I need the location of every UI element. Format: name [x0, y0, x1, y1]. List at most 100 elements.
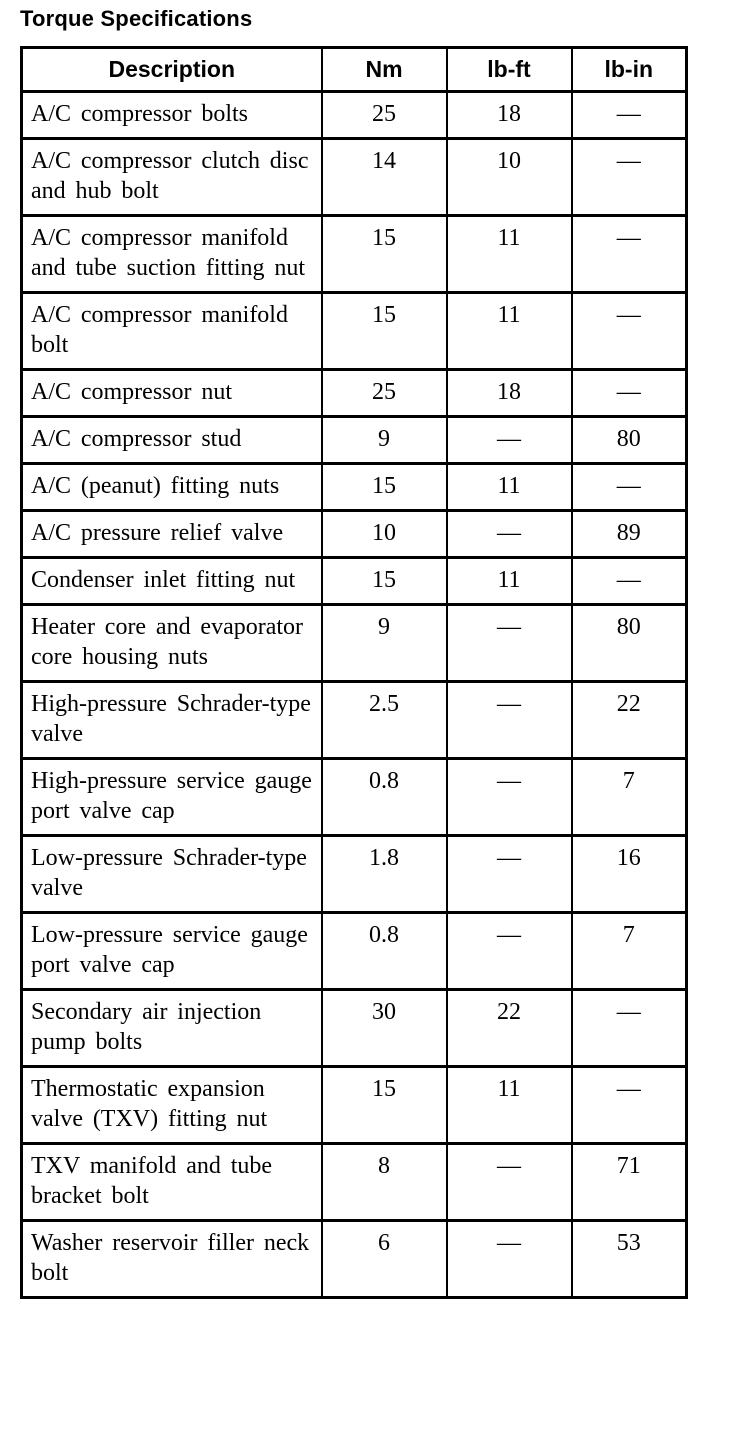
table-row: A/C compressor manifold and tube suction… [20, 214, 688, 294]
nm-cell: 15 [320, 556, 448, 606]
description-cell: TXV manifold and tube bracket bolt [20, 1142, 323, 1222]
table-row: Condenser inlet fitting nut 15 11— [20, 556, 688, 606]
nm-cell: 15 [320, 1065, 448, 1145]
lb-ft-cell: 22 [445, 988, 573, 1068]
table-row: Heater core and evaporator core housing … [20, 603, 688, 683]
lb-in-cell: — [570, 462, 688, 512]
table-row: High-pressure service gauge port valve c… [20, 757, 688, 837]
lb-ft-cell: — [445, 757, 573, 837]
lb-ft-cell: — [445, 603, 573, 683]
nm-cell: 9 [320, 603, 448, 683]
lb-in-cell: 80 [570, 415, 688, 465]
lb-in-cell: — [570, 291, 688, 371]
lb-ft-cell: — [445, 1219, 573, 1299]
lb-in-cell: 7 [570, 911, 688, 991]
table-body: A/C compressor bolts 25 18— A/C compressor … [20, 90, 688, 1299]
lb-ft-cell: 11 [445, 462, 573, 512]
lb-in-cell: — [570, 90, 688, 140]
table-row: Thermostatic expansion valve (TXV) fitti… [20, 1065, 688, 1145]
table-row: Secondary air injection pump bolts 30 22— [20, 988, 688, 1068]
header-row: Description Nm lb-ft lb-in [20, 46, 688, 93]
lb-in-cell: 22 [570, 680, 688, 760]
description-cell: Heater core and evaporator core housing … [20, 603, 323, 683]
table-row: A/C compressor manifold bolt 15 11— [20, 291, 688, 371]
header-lb-ft: lb-ft [445, 46, 573, 93]
table-row: A/C compressor bolts 25 18— [20, 90, 688, 140]
lb-ft-cell: — [445, 911, 573, 991]
lb-ft-cell: — [445, 415, 573, 465]
table-row: High-pressure Schrader-type valve 2.5—22 [20, 680, 688, 760]
description-cell: Condenser inlet fitting nut [20, 556, 323, 606]
header-lb-in: lb-in [570, 46, 688, 93]
lb-ft-cell: 11 [445, 1065, 573, 1145]
description-cell: High-pressure service gauge port valve c… [20, 757, 323, 837]
table-row: A/C (peanut) fitting nuts 15 11— [20, 462, 688, 512]
lb-in-cell: — [570, 137, 688, 217]
nm-cell: 6 [320, 1219, 448, 1299]
nm-cell: 15 [320, 462, 448, 512]
nm-cell: 25 [320, 90, 448, 140]
lb-in-cell: — [570, 214, 688, 294]
nm-cell: 1.8 [320, 834, 448, 914]
nm-cell: 30 [320, 988, 448, 1068]
lb-ft-cell: — [445, 680, 573, 760]
nm-cell: 2.5 [320, 680, 448, 760]
table-row: A/C compressor clutch disc and hub bolt 1… [20, 137, 688, 217]
description-cell: A/C compressor bolts [20, 90, 323, 140]
lb-in-cell: 53 [570, 1219, 688, 1299]
lb-ft-cell: 11 [445, 214, 573, 294]
nm-cell: 15 [320, 214, 448, 294]
lb-in-cell: — [570, 368, 688, 418]
header-description: Description [20, 46, 323, 93]
lb-ft-cell: — [445, 509, 573, 559]
description-cell: A/C (peanut) fitting nuts [20, 462, 323, 512]
description-cell: A/C compressor stud [20, 415, 323, 465]
table-row: A/C compressor stud 9—80 [20, 415, 688, 465]
lb-ft-cell: 11 [445, 291, 573, 371]
lb-in-cell: 16 [570, 834, 688, 914]
table-row: Washer reservoir filler neck bolt 6—53 [20, 1219, 688, 1299]
lb-ft-cell: 18 [445, 90, 573, 140]
lb-in-cell: 80 [570, 603, 688, 683]
lb-ft-cell: 11 [445, 556, 573, 606]
header-nm: Nm [320, 46, 448, 93]
nm-cell: 0.8 [320, 911, 448, 991]
table-row: TXV manifold and tube bracket bolt 8—71 [20, 1142, 688, 1222]
lb-in-cell: — [570, 556, 688, 606]
torque-specifications-table: Description Nm lb-ft lb-in A/C compresso… [20, 46, 688, 1299]
description-cell: Secondary air injection pump bolts [20, 988, 323, 1068]
lb-ft-cell: 10 [445, 137, 573, 217]
description-cell: A/C compressor manifold bolt [20, 291, 323, 371]
description-cell: Washer reservoir filler neck bolt [20, 1219, 323, 1299]
nm-cell: 0.8 [320, 757, 448, 837]
table-row: A/C pressure relief valve 10—89 [20, 509, 688, 559]
table-header: Description Nm lb-ft lb-in [20, 46, 688, 93]
lb-in-cell: 89 [570, 509, 688, 559]
description-cell: Thermostatic expansion valve (TXV) fitti… [20, 1065, 323, 1145]
description-cell: Low-pressure service gauge port valve ca… [20, 911, 323, 991]
table-row: Low-pressure service gauge port valve ca… [20, 911, 688, 991]
description-cell: A/C compressor nut [20, 368, 323, 418]
description-cell: High-pressure Schrader-type valve [20, 680, 323, 760]
table-row: A/C compressor nut 25 18— [20, 368, 688, 418]
nm-cell: 15 [320, 291, 448, 371]
lb-ft-cell: — [445, 834, 573, 914]
lb-ft-cell: 18 [445, 368, 573, 418]
nm-cell: 9 [320, 415, 448, 465]
description-cell: A/C pressure relief valve [20, 509, 323, 559]
nm-cell: 10 [320, 509, 448, 559]
lb-in-cell: — [570, 1065, 688, 1145]
lb-ft-cell: — [445, 1142, 573, 1222]
nm-cell: 8 [320, 1142, 448, 1222]
description-cell: A/C compressor clutch disc and hub bolt [20, 137, 323, 217]
nm-cell: 14 [320, 137, 448, 217]
lb-in-cell: 71 [570, 1142, 688, 1222]
table-row: Low-pressure Schrader-type valve 1.8—16 [20, 834, 688, 914]
description-cell: A/C compressor manifold and tube suction… [20, 214, 323, 294]
lb-in-cell: — [570, 988, 688, 1068]
lb-in-cell: 7 [570, 757, 688, 837]
page-title: Torque Specifications [20, 6, 253, 31]
nm-cell: 25 [320, 368, 448, 418]
description-cell: Low-pressure Schrader-type valve [20, 834, 323, 914]
